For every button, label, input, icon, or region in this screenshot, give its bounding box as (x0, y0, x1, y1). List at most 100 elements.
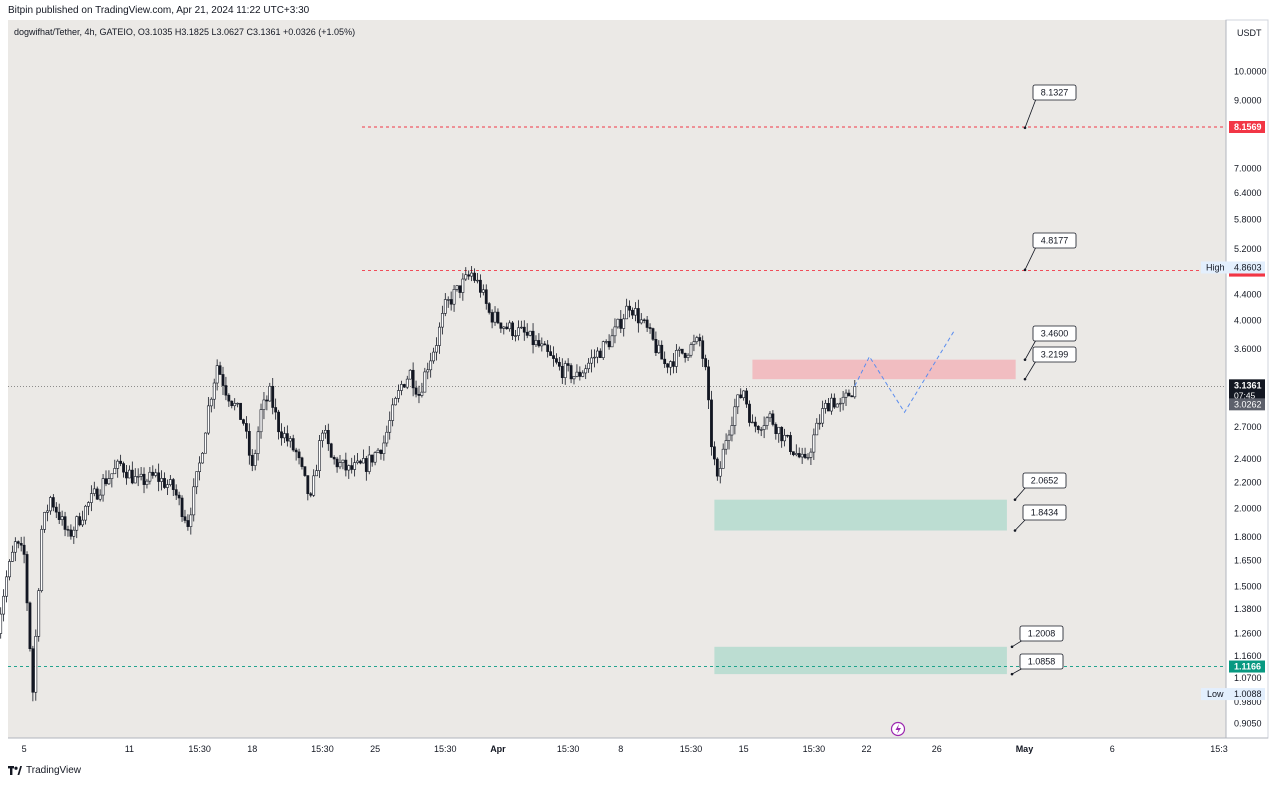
candle-body (783, 434, 787, 442)
x-tick-label: 15:30 (557, 744, 580, 754)
candle-body (274, 407, 278, 413)
candle-body (636, 308, 640, 324)
projection-path (854, 330, 955, 414)
candle-body (2, 595, 6, 615)
candle-body (171, 479, 175, 490)
footer-brand[interactable]: TradingView (26, 765, 82, 776)
candle-body (522, 326, 526, 333)
callout-pointer (1014, 486, 1027, 500)
candle-body (394, 398, 397, 406)
candle-body (657, 344, 661, 354)
candle-body (496, 311, 500, 324)
candle-body (285, 433, 289, 442)
candle-body (724, 440, 728, 450)
candle-body (391, 404, 395, 421)
candle-body (601, 341, 605, 358)
callout-anchor (1023, 268, 1027, 272)
callout-anchor (1010, 645, 1014, 649)
callout-anchor (1010, 672, 1014, 676)
candle-body (46, 510, 49, 513)
candle-body (762, 425, 766, 430)
candle-body (745, 390, 748, 405)
candle-body (590, 357, 593, 364)
candle-body (110, 473, 114, 479)
candle-body (546, 344, 550, 352)
candle-body (367, 454, 371, 472)
price-axis (1225, 19, 1269, 739)
y-tick-label: 1.0700 (1234, 673, 1262, 683)
candle-body (49, 497, 52, 512)
y-tick-label: 1.3800 (1234, 604, 1262, 614)
candle-body (125, 471, 128, 479)
callout-text: 1.0858 (1028, 657, 1056, 667)
candle-body (806, 457, 810, 459)
candle-body (476, 279, 479, 282)
candle-body (493, 311, 497, 323)
candle-body (25, 554, 29, 604)
x-tick-label: 15:30 (680, 744, 703, 754)
lightning-icon (890, 721, 906, 737)
candle-body (481, 289, 485, 293)
candle-body (715, 458, 719, 477)
candle-body (28, 602, 32, 649)
candle-body (385, 431, 389, 444)
candle-body (765, 417, 769, 426)
y-tick-label: 10.0000 (1234, 67, 1267, 77)
candle-body (321, 432, 324, 441)
candle-body (619, 318, 623, 329)
candle-body (756, 425, 760, 430)
candle-body (101, 478, 105, 496)
y-tick-label: 2.0000 (1234, 503, 1262, 513)
x-tick-label: 15:3 (1210, 744, 1228, 754)
candle-body (107, 478, 111, 485)
candle-body (832, 397, 836, 408)
candle-body (148, 471, 152, 482)
demand-zone (714, 646, 1007, 675)
callout-box (1032, 346, 1077, 363)
candle-body (446, 299, 450, 301)
candle-body (218, 365, 222, 375)
candle-body (221, 374, 225, 386)
candle-body (449, 299, 453, 305)
candle-body (303, 466, 307, 476)
candle-body (505, 326, 509, 330)
candle-body (710, 399, 713, 448)
candle-body (774, 424, 778, 434)
candle-body (528, 330, 532, 336)
candle-body (133, 476, 137, 484)
candle-body (186, 520, 190, 527)
candle-body (233, 403, 237, 407)
candle-body (677, 348, 681, 351)
candle-body (417, 393, 421, 396)
current-price-value: 3.1361 (1234, 380, 1262, 390)
candle-body (113, 468, 117, 475)
candle-body (683, 352, 687, 358)
candle-body (563, 363, 567, 378)
candle-body (84, 505, 87, 521)
candle-body (54, 506, 58, 513)
price-callout: 1.2008 (1010, 625, 1064, 649)
candle-body (613, 326, 617, 337)
candle-body (768, 413, 772, 419)
candle-body (297, 451, 301, 459)
candle-body (405, 378, 409, 388)
candle-body (335, 458, 339, 468)
candle-body (572, 376, 576, 380)
candle-body (72, 529, 76, 537)
candle-body (686, 354, 690, 358)
x-tick-label: 22 (861, 744, 871, 754)
candle-body (388, 420, 392, 433)
candle-body (198, 462, 202, 472)
candle-body (698, 337, 702, 342)
demand-zone (714, 499, 1007, 531)
x-tick-label: 15:30 (803, 744, 826, 754)
x-tick-label: May (1016, 744, 1034, 754)
y-tick-label: 1.5000 (1234, 581, 1262, 591)
candle-body (467, 274, 471, 277)
candle-body (400, 384, 403, 391)
candle-body (259, 409, 263, 433)
candle-body (727, 434, 731, 441)
resistance-top-badge (1229, 120, 1265, 133)
candle-body (789, 435, 792, 452)
